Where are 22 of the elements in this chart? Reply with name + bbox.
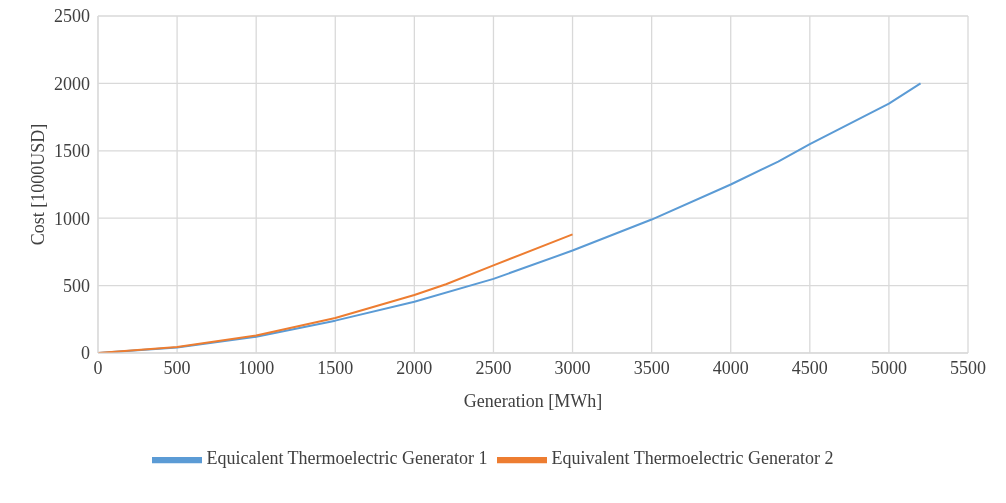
y-tick-label: 2500 xyxy=(54,6,90,27)
y-tick-label: 0 xyxy=(81,343,90,364)
x-tick-label: 1500 xyxy=(317,357,354,378)
x-tick-label: 2000 xyxy=(396,357,433,378)
x-tick-label: 5000 xyxy=(870,357,907,378)
x-tick-label: 500 xyxy=(163,357,191,378)
y-tick-label: 1000 xyxy=(54,208,90,229)
legend-label: Equivalent Thermoelectric Generator 2 xyxy=(551,448,834,469)
y-tick-label: 500 xyxy=(63,275,90,296)
y-tick-label: 2000 xyxy=(54,73,90,94)
legend-label: Equicalent Thermoelectric Generator 1 xyxy=(206,448,488,469)
x-tick-label: 3500 xyxy=(633,357,670,378)
x-tick-label: 0 xyxy=(93,357,103,378)
x-axis-title: Generation [MWh] xyxy=(463,391,603,411)
x-tick-label: 5500 xyxy=(950,357,986,378)
x-tick-label: 4000 xyxy=(712,357,749,378)
x-tick-label: 2500 xyxy=(475,357,512,378)
y-tick-label: 1500 xyxy=(54,141,90,162)
y-axis-title: Cost [1000USD] xyxy=(28,123,49,246)
x-tick-label: 1000 xyxy=(238,357,275,378)
x-tick-label: 4500 xyxy=(791,357,828,378)
x-tick-label: 3000 xyxy=(554,357,591,378)
